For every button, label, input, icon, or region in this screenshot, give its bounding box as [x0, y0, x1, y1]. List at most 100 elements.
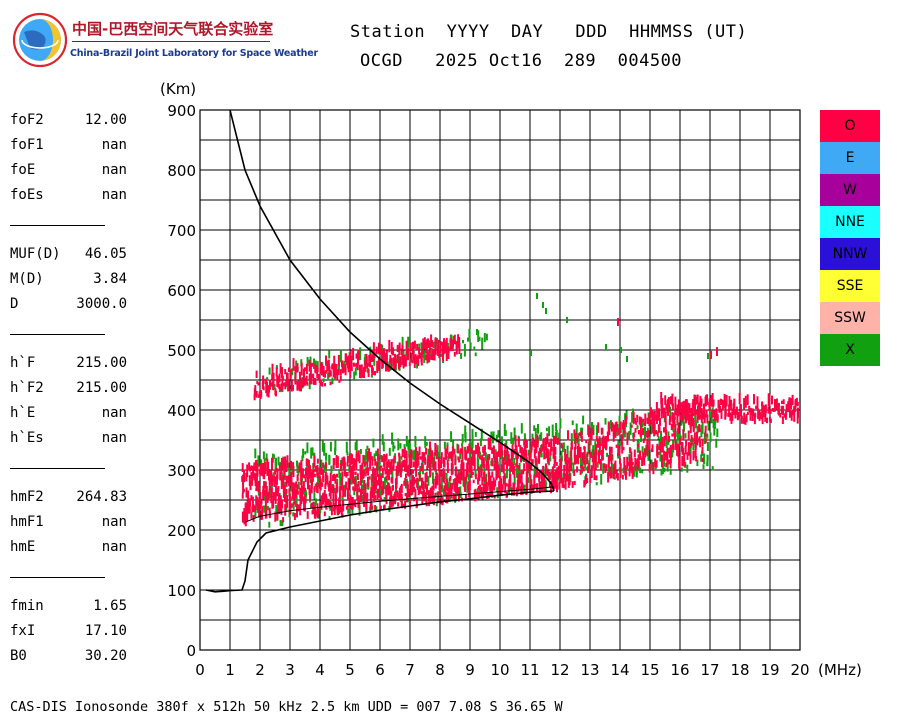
echo-point-X — [527, 449, 530, 456]
echo-point-X — [638, 461, 641, 472]
echo-point-O — [578, 432, 581, 437]
echo-point-O — [785, 404, 788, 412]
echo-point-X — [505, 439, 508, 447]
echo-point-O — [255, 495, 258, 507]
echo-point-O — [386, 485, 388, 492]
echo-point-X — [265, 453, 268, 461]
echo-point-X — [400, 456, 403, 460]
echo-point-O — [333, 458, 336, 465]
echo-point-O — [477, 466, 480, 479]
echo-point-O — [425, 341, 427, 354]
echo-point-O — [787, 407, 790, 411]
echo-point-O — [281, 367, 283, 379]
echo-point-O — [423, 452, 426, 463]
echo-point-O — [643, 457, 646, 466]
echo-point-X — [555, 429, 558, 438]
echo-point-O — [687, 442, 690, 452]
echo-point-O — [316, 468, 319, 477]
echo-point-O — [413, 476, 416, 485]
echo-point-O — [712, 399, 715, 406]
echo-point-O — [440, 470, 443, 477]
echo-point-O — [445, 337, 448, 345]
echo-point-X — [617, 440, 620, 447]
echo-point-O — [619, 463, 622, 475]
echo-point-O — [697, 425, 700, 431]
echo-point-O — [682, 447, 685, 453]
echo-point-O — [759, 412, 762, 420]
echo-point-O — [322, 494, 324, 505]
echo-point-O — [304, 487, 307, 492]
echo-point-X — [480, 428, 483, 441]
echo-point-O — [688, 403, 691, 412]
echo-point-O — [623, 457, 626, 470]
echo-point-O — [393, 455, 396, 460]
echo-point-O — [420, 491, 423, 495]
echo-point-X — [327, 372, 330, 380]
echo-point-O — [648, 439, 651, 450]
echo-point-O — [482, 490, 484, 498]
echo-point-X — [407, 439, 410, 450]
echo-point-O — [446, 445, 449, 454]
echo-point-O — [493, 479, 496, 491]
echo-point-X — [641, 470, 644, 474]
echo-point-O — [320, 495, 323, 500]
echo-point-O — [368, 476, 371, 480]
echo-point-O — [504, 482, 507, 494]
echo-point-O — [328, 366, 331, 378]
legend-item-o: O — [820, 110, 880, 142]
echo-point-O — [400, 467, 403, 473]
echo-point-O — [340, 481, 343, 491]
param-name: M(D) — [10, 271, 44, 287]
echo-point-O — [401, 344, 404, 350]
echo-point-X — [260, 459, 263, 467]
param-value: nan — [101, 514, 127, 530]
echo-point-O — [687, 447, 690, 456]
echo-point-O — [761, 402, 763, 406]
echo-point-O — [740, 404, 742, 412]
echo-point-O — [367, 476, 369, 484]
echo-point-O — [436, 472, 439, 479]
echo-point-O — [427, 490, 430, 498]
echo-point-O — [476, 491, 479, 499]
echo-point-O — [345, 481, 348, 485]
echo-point-X — [622, 467, 625, 474]
echo-point-O — [639, 450, 642, 460]
echo-point-O — [390, 357, 393, 367]
echo-point-O — [794, 400, 797, 412]
x-tick-label: 5 — [345, 661, 355, 679]
echo-point-O — [402, 503, 405, 508]
echo-point-O — [465, 451, 468, 461]
param-row: MUF(D) 46.05 — [10, 242, 135, 267]
echo-point-X — [325, 362, 327, 366]
echo-point-X — [622, 429, 625, 439]
echo-point-O — [650, 419, 653, 425]
echo-point-O — [294, 491, 297, 497]
param-name: D — [10, 296, 19, 312]
echo-point-O — [538, 447, 541, 455]
echo-point-O — [529, 474, 532, 483]
echo-point-O — [374, 370, 376, 376]
echo-point-O — [379, 478, 382, 484]
echo-point-X — [498, 469, 501, 480]
echo-point-O — [385, 495, 388, 505]
echo-point-X — [373, 453, 376, 461]
echo-point-O — [390, 464, 393, 475]
echo-point-O — [574, 459, 577, 465]
echo-point-O — [366, 461, 369, 471]
echo-point-O — [398, 454, 401, 467]
echo-point-O — [419, 456, 422, 460]
echo-point-X — [350, 475, 353, 485]
echo-point-X — [359, 449, 362, 455]
echo-point-O — [388, 487, 391, 494]
echo-point-X — [537, 424, 539, 434]
echo-point-O — [381, 349, 384, 362]
echo-point-O — [662, 410, 665, 418]
echo-point-O — [595, 449, 598, 455]
echo-point-O — [284, 464, 286, 469]
echo-point-X — [577, 435, 580, 445]
echo-point-X — [606, 452, 609, 457]
echo-point-O — [445, 478, 448, 483]
echo-point-X — [463, 343, 466, 357]
echo-point-X — [378, 454, 381, 459]
echo-point-X — [382, 441, 385, 452]
